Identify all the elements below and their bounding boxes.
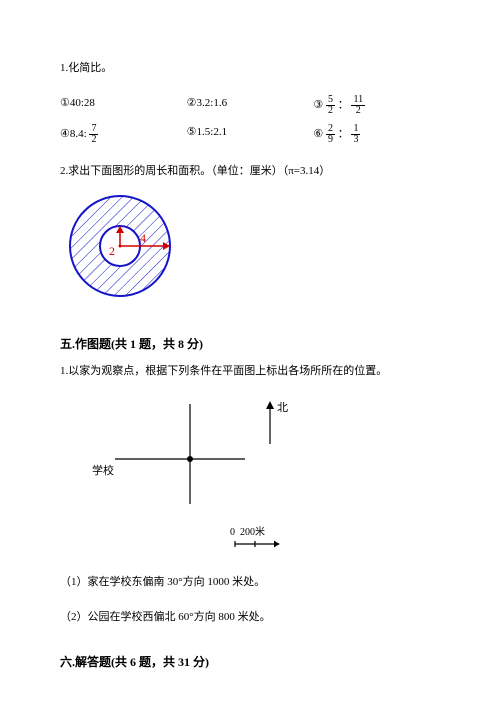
section-5-heading: 五.作图题(共 1 题，共 8 分) — [60, 335, 440, 353]
ratio-4: ④8.4: 72 — [60, 124, 187, 145]
scale-zero: 0 — [230, 527, 235, 538]
ratio-4-frac: 72 — [89, 124, 98, 145]
ratio-3-colon: ： — [338, 99, 349, 111]
ratio-2: ②3.2:1.6 — [187, 95, 314, 116]
circ-1: ① — [60, 97, 70, 109]
outer-r-label: 4 — [140, 231, 146, 245]
circ-5: ⑤ — [187, 126, 197, 138]
ratio-5: ⑤1.5:2.1 — [187, 124, 314, 145]
circ-2: ② — [187, 97, 197, 109]
circ-4: ④ — [60, 128, 70, 140]
section-5-q: 1.以家为观察点，根据下列条件在平面图上标出各场所所在的位置。 — [60, 363, 440, 380]
q2-text: 2.求出下面图形的周长和面积。（单位：厘米）（π=3.14） — [60, 163, 440, 180]
ratio-3-frac-b: 112 — [351, 95, 365, 116]
q1-title: 1.化简比。 — [60, 60, 440, 77]
section-5-sub2: （2）公园在学校西偏北 60°方向 800 米处。 — [60, 609, 440, 626]
ratio-6-frac-a: 29 — [326, 124, 335, 145]
section-6-heading: 六.解答题(共 6 题，共 31 分) — [60, 653, 440, 671]
scale-bar: 0 200米 — [230, 525, 440, 552]
ratio-6-colon: ： — [338, 128, 349, 140]
ratio-5-text: 1.5:2.1 — [197, 126, 228, 138]
school-label: 学校 — [92, 463, 114, 480]
annulus-figure: 2 4 — [60, 191, 440, 307]
ratio-2-text: 3.2:1.6 — [197, 97, 228, 109]
ratio-3-frac-a: 52 — [326, 95, 335, 116]
ratio-1-text: 40:28 — [70, 97, 95, 109]
ratio-6-frac-b: 13 — [351, 124, 360, 145]
axis-figure: 北 学校 — [90, 389, 350, 519]
ratio-1: ①40:28 — [60, 95, 187, 116]
ratio-6: ⑥ 29 ： 13 — [313, 124, 440, 145]
inner-r-label: 2 — [109, 244, 115, 258]
ratios-grid: ①40:28 ②3.2:1.6 ③ 52 ： 112 ④8.4: 72 ⑤1.5… — [60, 95, 440, 145]
scale-value: 200米 — [240, 527, 265, 538]
north-label: 北 — [277, 401, 288, 414]
ratio-3: ③ 52 ： 112 — [313, 95, 440, 116]
circ-3: ③ — [313, 99, 323, 111]
section-5-sub1: （1）家在学校东偏南 30°方向 1000 米处。 — [60, 574, 440, 591]
ratio-4-lead: 8.4: — [70, 128, 87, 140]
circ-6: ⑥ — [313, 128, 323, 140]
